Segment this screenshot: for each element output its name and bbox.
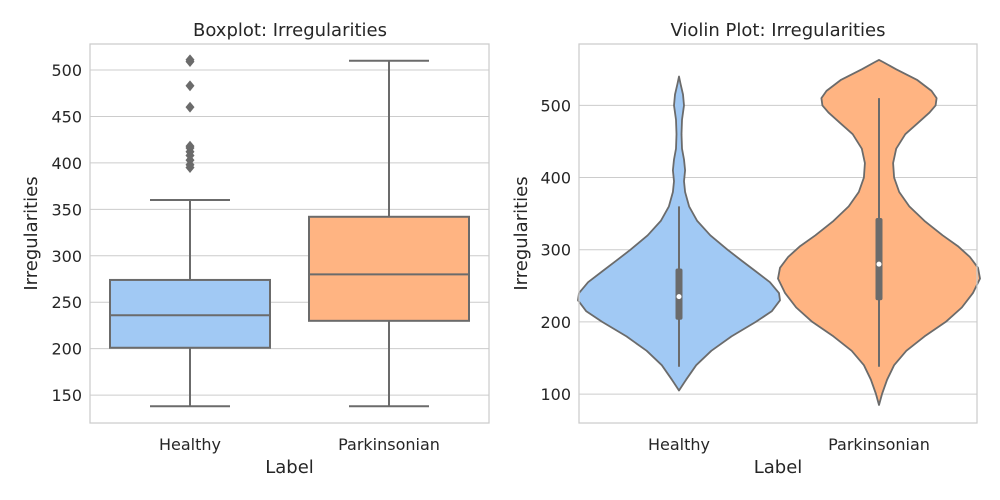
violin-median-point — [676, 294, 682, 300]
y-tick-label: 300 — [51, 247, 82, 266]
violin-y-tick-labels: 100 200 300 400 500 — [540, 96, 571, 404]
boxplot-x-tick-labels: Healthy Parkinsonian — [159, 435, 440, 454]
outlier-point — [185, 80, 195, 92]
y-tick-label: 500 — [540, 96, 571, 115]
y-tick-label: 150 — [51, 386, 82, 405]
y-tick-label: 250 — [51, 293, 82, 312]
violin-frame — [578, 43, 978, 424]
violin-y-axis-label: Irregularities — [511, 176, 532, 290]
outlier-point — [185, 140, 195, 152]
box-parkinsonian — [308, 59, 470, 408]
violin-parkinsonian — [777, 59, 981, 406]
y-tick-label: 200 — [540, 313, 571, 332]
boxplot-panel: Boxplot: Irregularities 150 200 250 300 350 4… — [21, 20, 490, 478]
y-tick-label: 100 — [540, 385, 571, 404]
y-tick-label: 200 — [51, 340, 82, 359]
violin-panel: Violin Plot: Irregularities 100 200 300 400… — [511, 20, 981, 478]
y-tick-label: 400 — [540, 169, 571, 188]
boxplot-x-axis-label: Label — [265, 457, 314, 478]
x-tick-label: Healthy — [159, 435, 221, 454]
boxplot-y-tick-labels: 150 200 250 300 350 400 450 500 — [51, 61, 82, 405]
x-tick-label: Healthy — [648, 435, 710, 454]
y-tick-label: 300 — [540, 241, 571, 260]
y-tick-label: 400 — [51, 154, 82, 173]
violin-x-tick-labels: Healthy Parkinsonian — [648, 435, 930, 454]
violin-healthy — [577, 75, 781, 392]
violin-marks — [577, 59, 981, 406]
iqr-box — [109, 278, 271, 349]
boxplot-title: Boxplot: Irregularities — [193, 20, 387, 41]
y-tick-label: 450 — [51, 107, 82, 126]
boxplot-y-axis-label: Irregularities — [21, 176, 42, 290]
x-tick-label: Parkinsonian — [338, 435, 440, 454]
y-tick-label: 350 — [51, 200, 82, 219]
violin-iqr-bar — [675, 268, 683, 320]
violin-median-point — [876, 261, 882, 267]
iqr-box — [308, 215, 470, 322]
boxplot-frame — [89, 43, 490, 424]
boxplot-marks — [109, 54, 470, 408]
outlier-point — [185, 54, 195, 66]
outlier-point — [185, 101, 195, 113]
violin-iqr-bar — [875, 217, 883, 301]
violin-x-axis-label: Label — [754, 457, 803, 478]
violin-title: Violin Plot: Irregularities — [670, 20, 885, 41]
x-tick-label: Parkinsonian — [828, 435, 930, 454]
y-tick-label: 500 — [51, 61, 82, 80]
box-healthy — [109, 54, 271, 408]
